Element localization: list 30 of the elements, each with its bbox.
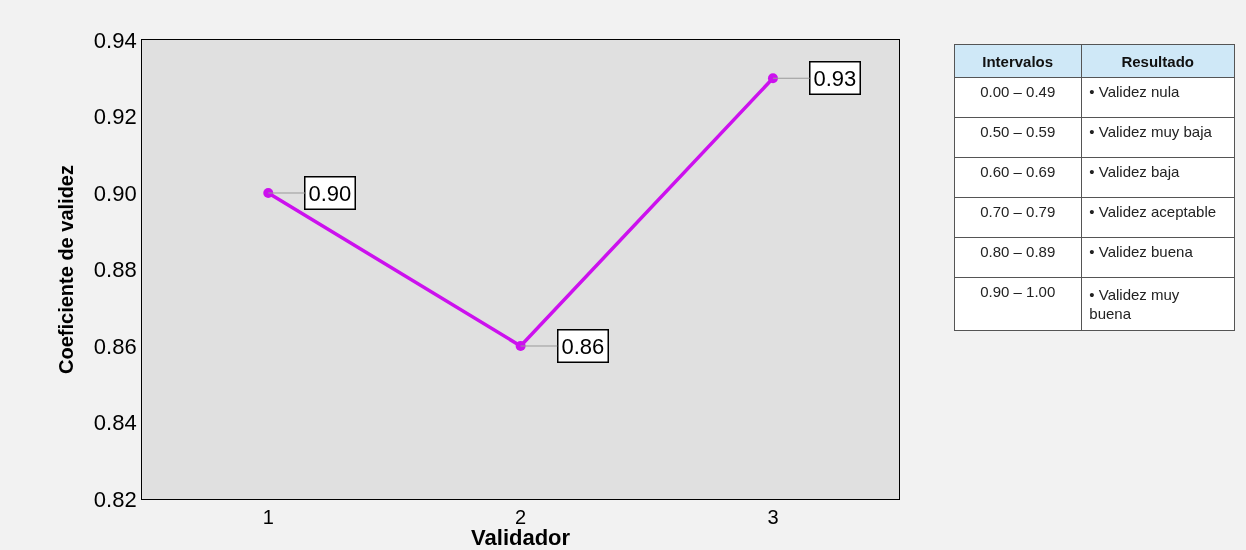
x-tick-label: 2 xyxy=(515,506,527,528)
text: • Validez baja xyxy=(1089,162,1181,180)
y-tick-label: 0.82 xyxy=(93,486,137,512)
x-tick-label: 3 xyxy=(767,506,779,528)
text: • Validez aceptable xyxy=(1089,202,1217,220)
text: 0.70 – 0.79 xyxy=(980,202,1056,220)
y-tick-label: 0.94 xyxy=(93,27,137,53)
y-tick-label: 0.90 xyxy=(93,180,137,206)
text: 0.60 – 0.69 xyxy=(980,162,1056,180)
text: 0.50 – 0.59 xyxy=(980,122,1056,140)
y-tick-label: 0.84 xyxy=(93,410,137,436)
point xyxy=(767,73,778,84)
y-axis-title: Coeficiente de validez xyxy=(55,165,78,374)
y-tick-label: 0.86 xyxy=(93,333,137,359)
text: • Validez nula xyxy=(1089,82,1181,100)
text: • Validez buena xyxy=(1089,242,1194,260)
text: 0.00 – 0.49 xyxy=(980,82,1056,100)
x-axis-title: Validador xyxy=(471,525,571,550)
data-label: 0.90 xyxy=(308,180,352,206)
data-label: 0.93 xyxy=(813,65,857,91)
text: 0.80 – 0.89 xyxy=(980,242,1056,260)
text: Intervalos xyxy=(982,52,1054,70)
x-tick-label: 1 xyxy=(262,506,274,528)
text: • Validez muy buena xyxy=(1089,285,1180,323)
data-label: 0.86 xyxy=(561,333,605,359)
text: • Validez muy baja xyxy=(1089,122,1213,140)
y-tick-label: 0.92 xyxy=(93,104,137,130)
text: Resultado xyxy=(1121,52,1194,70)
y-tick-label: 0.88 xyxy=(93,257,137,283)
text: 0.90 – 1.00 xyxy=(980,282,1056,300)
